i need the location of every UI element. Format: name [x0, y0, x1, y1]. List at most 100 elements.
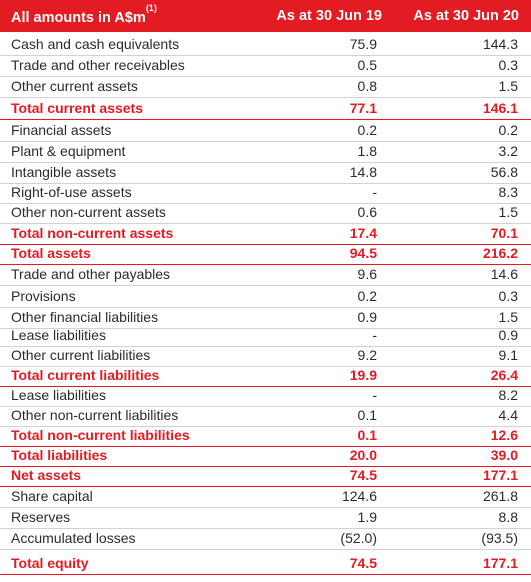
value-2020: 177.1: [482, 555, 518, 571]
row-label: Total liabilities: [11, 447, 108, 463]
value-2019: 1.9: [357, 509, 377, 525]
table-row: Other current assets 0.8 1.5: [0, 77, 531, 98]
row-label: Total non-current liabilities: [11, 427, 190, 443]
value-2020: 0.9: [498, 327, 518, 343]
total-row: Net assets 74.5 177.1: [0, 467, 531, 487]
row-label: Total assets: [11, 245, 91, 261]
value-2020: 0.3: [498, 57, 518, 73]
value-2020: 8.8: [498, 509, 518, 525]
value-2019: -: [372, 387, 377, 403]
value-2019: 14.8: [349, 164, 377, 180]
row-label: Total equity: [11, 555, 89, 571]
value-2020: 146.1: [482, 100, 518, 116]
value-2019: 0.1: [357, 427, 377, 443]
row-label: Lease liabilities: [11, 327, 106, 343]
value-2019: 124.6: [341, 488, 377, 504]
value-2019: 94.5: [349, 245, 377, 261]
row-label: Right-of-use assets: [11, 184, 132, 200]
row-label: Accumulated losses: [11, 530, 136, 546]
total-row: Total current assets 77.1 146.1: [0, 98, 531, 120]
value-2020: 56.8: [490, 164, 518, 180]
value-2019: 0.6: [357, 204, 377, 220]
value-2019: -: [372, 184, 377, 200]
value-2019: 20.0: [349, 447, 377, 463]
header-col-2020: As at 30 Jun 20: [413, 8, 519, 24]
row-label: Other financial liabilities: [11, 309, 159, 325]
table-row: Lease liabilities - 0.9: [0, 327, 531, 347]
row-label: Lease liabilities: [11, 387, 106, 403]
value-2020: 0.3: [498, 288, 518, 304]
total-row: Total non-current liabilities 0.1 12.6: [0, 427, 531, 447]
row-label: Total current liabilities: [11, 367, 160, 383]
value-2019: 74.5: [349, 467, 377, 483]
row-label: Reserves: [11, 509, 71, 525]
value-2020: 3.2: [498, 143, 518, 159]
table-row: Other financial liabilities 0.9 1.5: [0, 308, 531, 329]
table-row: Trade and other receivables 0.5 0.3: [0, 56, 531, 77]
row-label: Cash and cash equivalents: [11, 36, 180, 52]
value-2020: 39.0: [490, 447, 518, 463]
value-2019: 1.8: [357, 143, 377, 159]
row-label: Trade and other payables: [11, 266, 171, 282]
value-2020: 216.2: [482, 245, 518, 261]
header-label: All amounts in A$m(1): [11, 3, 157, 26]
value-2020: 4.4: [498, 407, 518, 423]
total-row: Total assets 94.5 216.2: [0, 245, 531, 265]
header-col-2019: As at 30 Jun 19: [276, 8, 382, 24]
row-label: Other non-current assets: [11, 204, 166, 220]
total-row: Total current liabilities 19.9 26.4: [0, 367, 531, 387]
row-label: Intangible assets: [11, 164, 117, 180]
value-2019: 9.6: [357, 266, 377, 282]
row-label: Other non-current liabilities: [11, 407, 179, 423]
table-header: All amounts in A$m(1) As at 30 Jun 19 As…: [0, 0, 531, 32]
value-2019: 0.5: [357, 57, 377, 73]
value-2019: -: [372, 327, 377, 343]
value-2019: 17.4: [349, 225, 377, 241]
table-row: Lease liabilities - 8.2: [0, 387, 531, 407]
table-row: Cash and cash equivalents 75.9 144.3: [0, 32, 531, 56]
total-row: Total non-current assets 17.4 70.1: [0, 224, 531, 245]
table-row: Other non-current liabilities 0.1 4.4: [0, 407, 531, 427]
row-label: Net assets: [11, 467, 82, 483]
row-label: Other current assets: [11, 78, 138, 94]
table-row: Provisions 0.2 0.3: [0, 286, 531, 308]
table-row: Other non-current assets 0.6 1.5: [0, 204, 531, 224]
value-2020: 1.5: [498, 78, 518, 94]
value-2020: 1.5: [498, 204, 518, 220]
row-label: Other current liabilities: [11, 347, 151, 363]
value-2019: 0.9: [357, 309, 377, 325]
row-label: Trade and other receivables: [11, 57, 185, 73]
row-label: Financial assets: [11, 122, 112, 138]
value-2019: (52.0): [340, 530, 377, 546]
value-2020: (93.5): [481, 530, 518, 546]
value-2020: 12.6: [490, 427, 518, 443]
table-row: Intangible assets 14.8 56.8: [0, 163, 531, 184]
value-2020: 70.1: [490, 225, 518, 241]
value-2020: 144.3: [482, 36, 518, 52]
header-footnote: (1): [145, 3, 157, 13]
value-2019: 0.8: [357, 78, 377, 94]
table-row: Reserves 1.9 8.8: [0, 508, 531, 529]
value-2020: 26.4: [490, 367, 518, 383]
value-2020: 261.8: [482, 488, 518, 504]
value-2019: 74.5: [349, 555, 377, 571]
table-row: Share capital 124.6 261.8: [0, 487, 531, 508]
row-label: Provisions: [11, 288, 76, 304]
value-2020: 8.3: [498, 184, 518, 200]
value-2019: 75.9: [349, 36, 377, 52]
value-2020: 0.2: [498, 122, 518, 138]
row-label: Total current assets: [11, 100, 144, 116]
value-2020: 1.5: [498, 309, 518, 325]
table-row: Financial assets 0.2 0.2: [0, 120, 531, 142]
value-2019: 0.1: [357, 407, 377, 423]
row-label: Share capital: [11, 488, 93, 504]
value-2020: 8.2: [498, 387, 518, 403]
value-2019: 19.9: [349, 367, 377, 383]
row-label: Total non-current assets: [11, 225, 174, 241]
value-2020: 177.1: [482, 467, 518, 483]
table-row: Plant & equipment 1.8 3.2: [0, 142, 531, 163]
value-2019: 0.2: [357, 288, 377, 304]
value-2019: 9.2: [357, 347, 377, 363]
total-row: Total equity 74.5 177.1: [0, 550, 531, 575]
